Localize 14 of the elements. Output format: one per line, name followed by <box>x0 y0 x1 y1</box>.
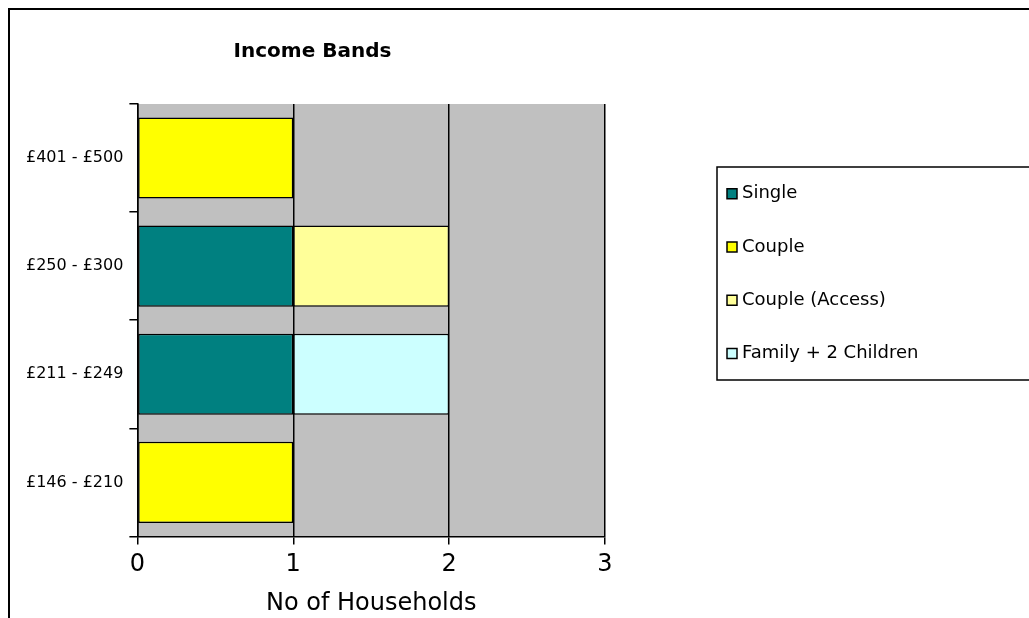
x-tick-label: 2 <box>441 549 457 578</box>
chart-title: Income Bands <box>233 38 392 63</box>
y-tick-label: £250 - £300 <box>25 255 124 275</box>
legend-label: Family + 2 Children <box>742 341 919 363</box>
y-tick-label: £211 - £249 <box>25 363 124 383</box>
x-tick-label: 3 <box>597 549 613 578</box>
x-tick-label: 1 <box>285 549 301 578</box>
y-tick-label: £401 - £500 <box>25 147 124 167</box>
x-tick-label: 0 <box>129 549 146 578</box>
x-axis-title: No of Households <box>265 587 477 616</box>
legend-label: Couple (Access) <box>742 287 886 309</box>
y-tick-label: £146 - £210 <box>25 471 124 491</box>
legend-label: Couple <box>742 234 805 256</box>
legend-label: Single <box>742 181 798 203</box>
